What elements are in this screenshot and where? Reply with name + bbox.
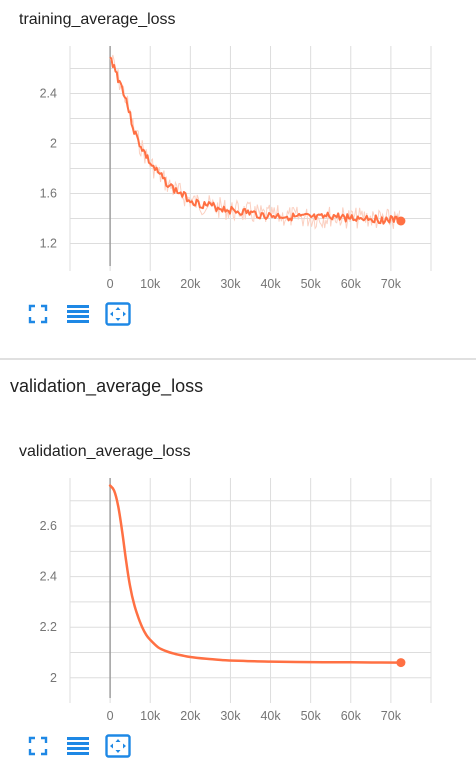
fit-domain-icon (105, 302, 131, 326)
x-tick-label: 70k (381, 709, 402, 723)
y-tick-label: 1.2 (40, 237, 57, 251)
fit-domain-button[interactable] (105, 302, 131, 326)
y-tick-label: 2.4 (40, 87, 57, 101)
y-tick-label: 2 (50, 671, 57, 685)
series-line (109, 56, 400, 225)
validation-loss-chart[interactable]: 0 10k 20k 30k 40k 50k 60k 70k 2 2.2 2.4 2.6 (0, 472, 476, 732)
section-divider (0, 358, 476, 360)
data-table-icon (67, 305, 89, 323)
series-line (108, 484, 403, 664)
fit-domain-icon (105, 734, 131, 758)
x-tick-label: 40k (260, 277, 281, 291)
x-tick-label: 50k (301, 277, 322, 291)
training-loss-chart[interactable]: 0 10k 20k 30k 40k 50k 60k 70k 1.2 1.6 2 2.4 (0, 40, 476, 300)
section-title[interactable]: validation_average_loss (10, 376, 204, 396)
y-tick-label: 2.6 (40, 519, 57, 533)
fullscreen-button[interactable] (26, 734, 50, 758)
fit-domain-button[interactable] (105, 734, 131, 758)
x-tick-label: 50k (301, 709, 322, 723)
x-tick-label: 40k (260, 709, 281, 723)
chart-title: training_average_loss (19, 11, 176, 28)
x-tick-label: 10k (140, 709, 161, 723)
series-raw-line (109, 54, 401, 230)
y-tick-label: 2.2 (40, 620, 57, 634)
data-table-button[interactable] (66, 734, 90, 758)
series-endpoint[interactable] (396, 216, 406, 226)
fullscreen-icon (28, 304, 48, 324)
fullscreen-icon (28, 736, 48, 756)
x-tick-label: 0 (107, 277, 114, 291)
x-tick-label: 30k (220, 709, 241, 723)
x-tick-label: 30k (220, 277, 241, 291)
x-tick-label: 60k (341, 277, 362, 291)
data-table-icon (67, 737, 89, 755)
x-tick-label: 0 (107, 709, 114, 723)
x-tick-label: 70k (381, 277, 402, 291)
y-tick-label: 2 (50, 137, 57, 151)
x-tick-label: 20k (180, 709, 201, 723)
x-tick-label: 10k (140, 277, 161, 291)
y-tick-label: 2.4 (40, 570, 57, 584)
fullscreen-button[interactable] (26, 302, 50, 326)
y-tick-label: 1.6 (40, 187, 57, 201)
x-tick-label: 60k (341, 709, 362, 723)
series-endpoint[interactable] (396, 658, 406, 668)
chart-title: validation_average_loss (19, 443, 191, 460)
data-table-button[interactable] (66, 302, 90, 326)
x-tick-label: 20k (180, 277, 201, 291)
